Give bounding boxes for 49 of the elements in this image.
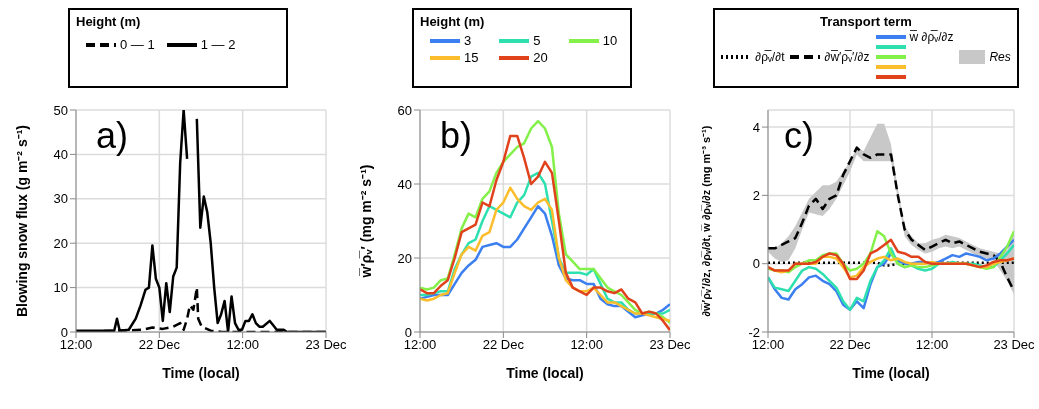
y-axis-title: ∂w̅′ρ̅ᵥ′/∂z, ∂ρ̅ᵥ/∂t, w̅ ∂ρ̅ᵥ/∂z (mg m⁻³ s⁻¹): [699, 125, 712, 317]
legend-title: Height (m): [76, 14, 142, 29]
legend-label: 0 — 1: [120, 37, 155, 52]
x-axis-title: Time (local): [162, 365, 240, 381]
legend-label: 1 — 2: [200, 37, 236, 52]
y-axis-title: Blowing snow flux (g m⁻² s⁻¹): [13, 125, 30, 317]
y-tick-label: 4: [752, 119, 760, 135]
text: Res: [989, 50, 1011, 64]
annotation: b): [440, 115, 473, 156]
legend-label: 10: [602, 33, 618, 48]
legend-label: ∂w̅′ρ̅ᵥ′/∂z: [824, 50, 870, 64]
x-tick-label: 12:00: [59, 337, 93, 353]
y-tick-label: -2: [748, 324, 760, 340]
y-tick-label: 0: [60, 324, 68, 340]
annotation: c): [784, 115, 814, 156]
y-tick-label: 0: [404, 324, 412, 340]
x-tick-label: 23 Dec: [649, 337, 692, 353]
y-tick-label: 60: [397, 102, 412, 118]
legend-label: ∂ρ̅ᵥ/∂t: [755, 50, 785, 64]
legend-label: 3: [464, 33, 472, 48]
x-axis-title: Time (local): [852, 365, 930, 381]
legend-label: 5: [533, 33, 541, 48]
x-tick-label: 23 Dec: [993, 337, 1036, 353]
x-tick-label: 12:00: [751, 337, 785, 353]
legend-title: Height (m): [420, 14, 486, 29]
y-tick-label: 0: [752, 256, 760, 272]
y-tick-label: 20: [397, 250, 412, 266]
x-tick-label: 12:00: [915, 337, 949, 353]
x-tick-label: 22 Dec: [138, 337, 181, 353]
legend-label: w̅ ∂ρ̅ᵥ/∂z: [909, 30, 954, 44]
y-tick-label: 40: [53, 147, 68, 163]
x-tick-label: 22 Dec: [829, 337, 872, 353]
y-tick-label: 2: [752, 188, 760, 203]
y-axis-title: w̅′ρ̅ᵥ′ (mg m⁻² s⁻¹): [357, 164, 374, 279]
x-tick-label: 12:00: [226, 337, 259, 353]
y-tick-label: 40: [397, 176, 412, 192]
legend-label: 15: [464, 50, 479, 65]
y-tick-label: 50: [53, 102, 68, 118]
y-tick-label: 20: [53, 235, 68, 251]
y-tick-label: 30: [53, 191, 68, 207]
x-tick-label: 12:00: [403, 337, 437, 353]
x-tick-label: 23 Dec: [305, 337, 348, 353]
x-axis-title: Time (local): [506, 365, 584, 381]
annotation: a): [96, 115, 129, 156]
x-tick-label: 22 Dec: [482, 337, 525, 353]
y-tick-label: 10: [53, 280, 68, 296]
legend-label: 20: [533, 50, 548, 65]
legend-title: Transport term: [819, 14, 913, 29]
x-tick-label: 12:00: [570, 337, 603, 353]
